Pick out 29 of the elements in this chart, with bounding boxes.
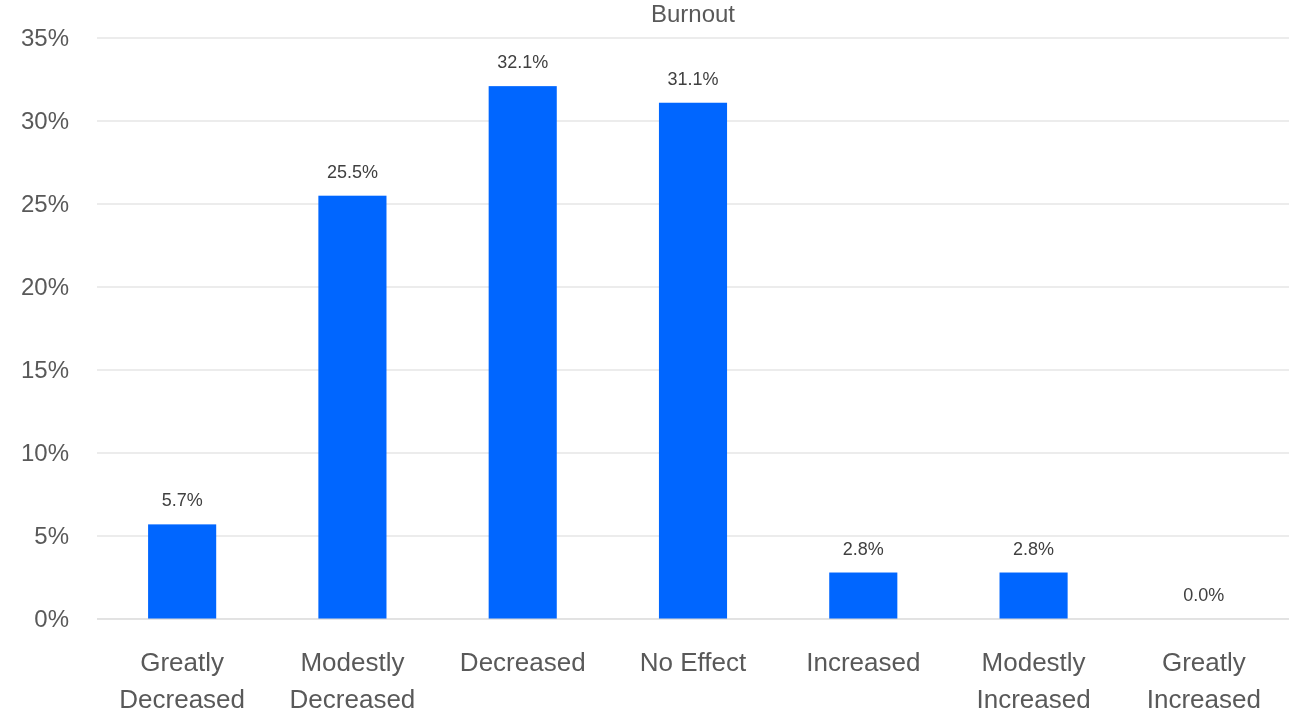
x-tick-label: Decreased xyxy=(459,647,586,677)
y-tick-label: 30% xyxy=(20,107,69,135)
x-tick-label: Modestly Increased xyxy=(976,647,1091,711)
y-tick-label: 20% xyxy=(20,273,69,301)
bar xyxy=(999,572,1068,619)
x-tick-label: Modestly Decreased xyxy=(289,647,416,711)
data-label: 31.1% xyxy=(667,68,719,89)
x-tick-label: Greatly Increased xyxy=(1146,647,1261,711)
data-label: 2.8% xyxy=(842,538,884,559)
data-label: 2.8% xyxy=(1013,538,1055,559)
x-tick-label: Increased xyxy=(806,647,921,677)
y-tick-label: 35% xyxy=(20,24,69,52)
chart-title: Burnout xyxy=(650,0,736,27)
y-tick-label: 5% xyxy=(34,522,69,550)
data-label: 0.0% xyxy=(1183,585,1225,605)
y-tick-label: 25% xyxy=(20,190,69,218)
bar xyxy=(318,195,387,619)
y-tick-label: 15% xyxy=(20,356,69,384)
y-tick-label: 10% xyxy=(20,439,69,467)
data-label: 32.1% xyxy=(497,52,549,73)
x-tick-label: Greatly Decreased xyxy=(119,647,246,711)
data-label: 25.5% xyxy=(326,161,378,182)
y-tick-label: 0% xyxy=(34,605,69,633)
bar xyxy=(488,86,557,619)
bar xyxy=(148,524,217,619)
data-label: 5.7% xyxy=(161,490,203,511)
bar xyxy=(658,102,728,619)
bar xyxy=(829,572,898,619)
x-tick-label: No Effect xyxy=(639,647,747,677)
